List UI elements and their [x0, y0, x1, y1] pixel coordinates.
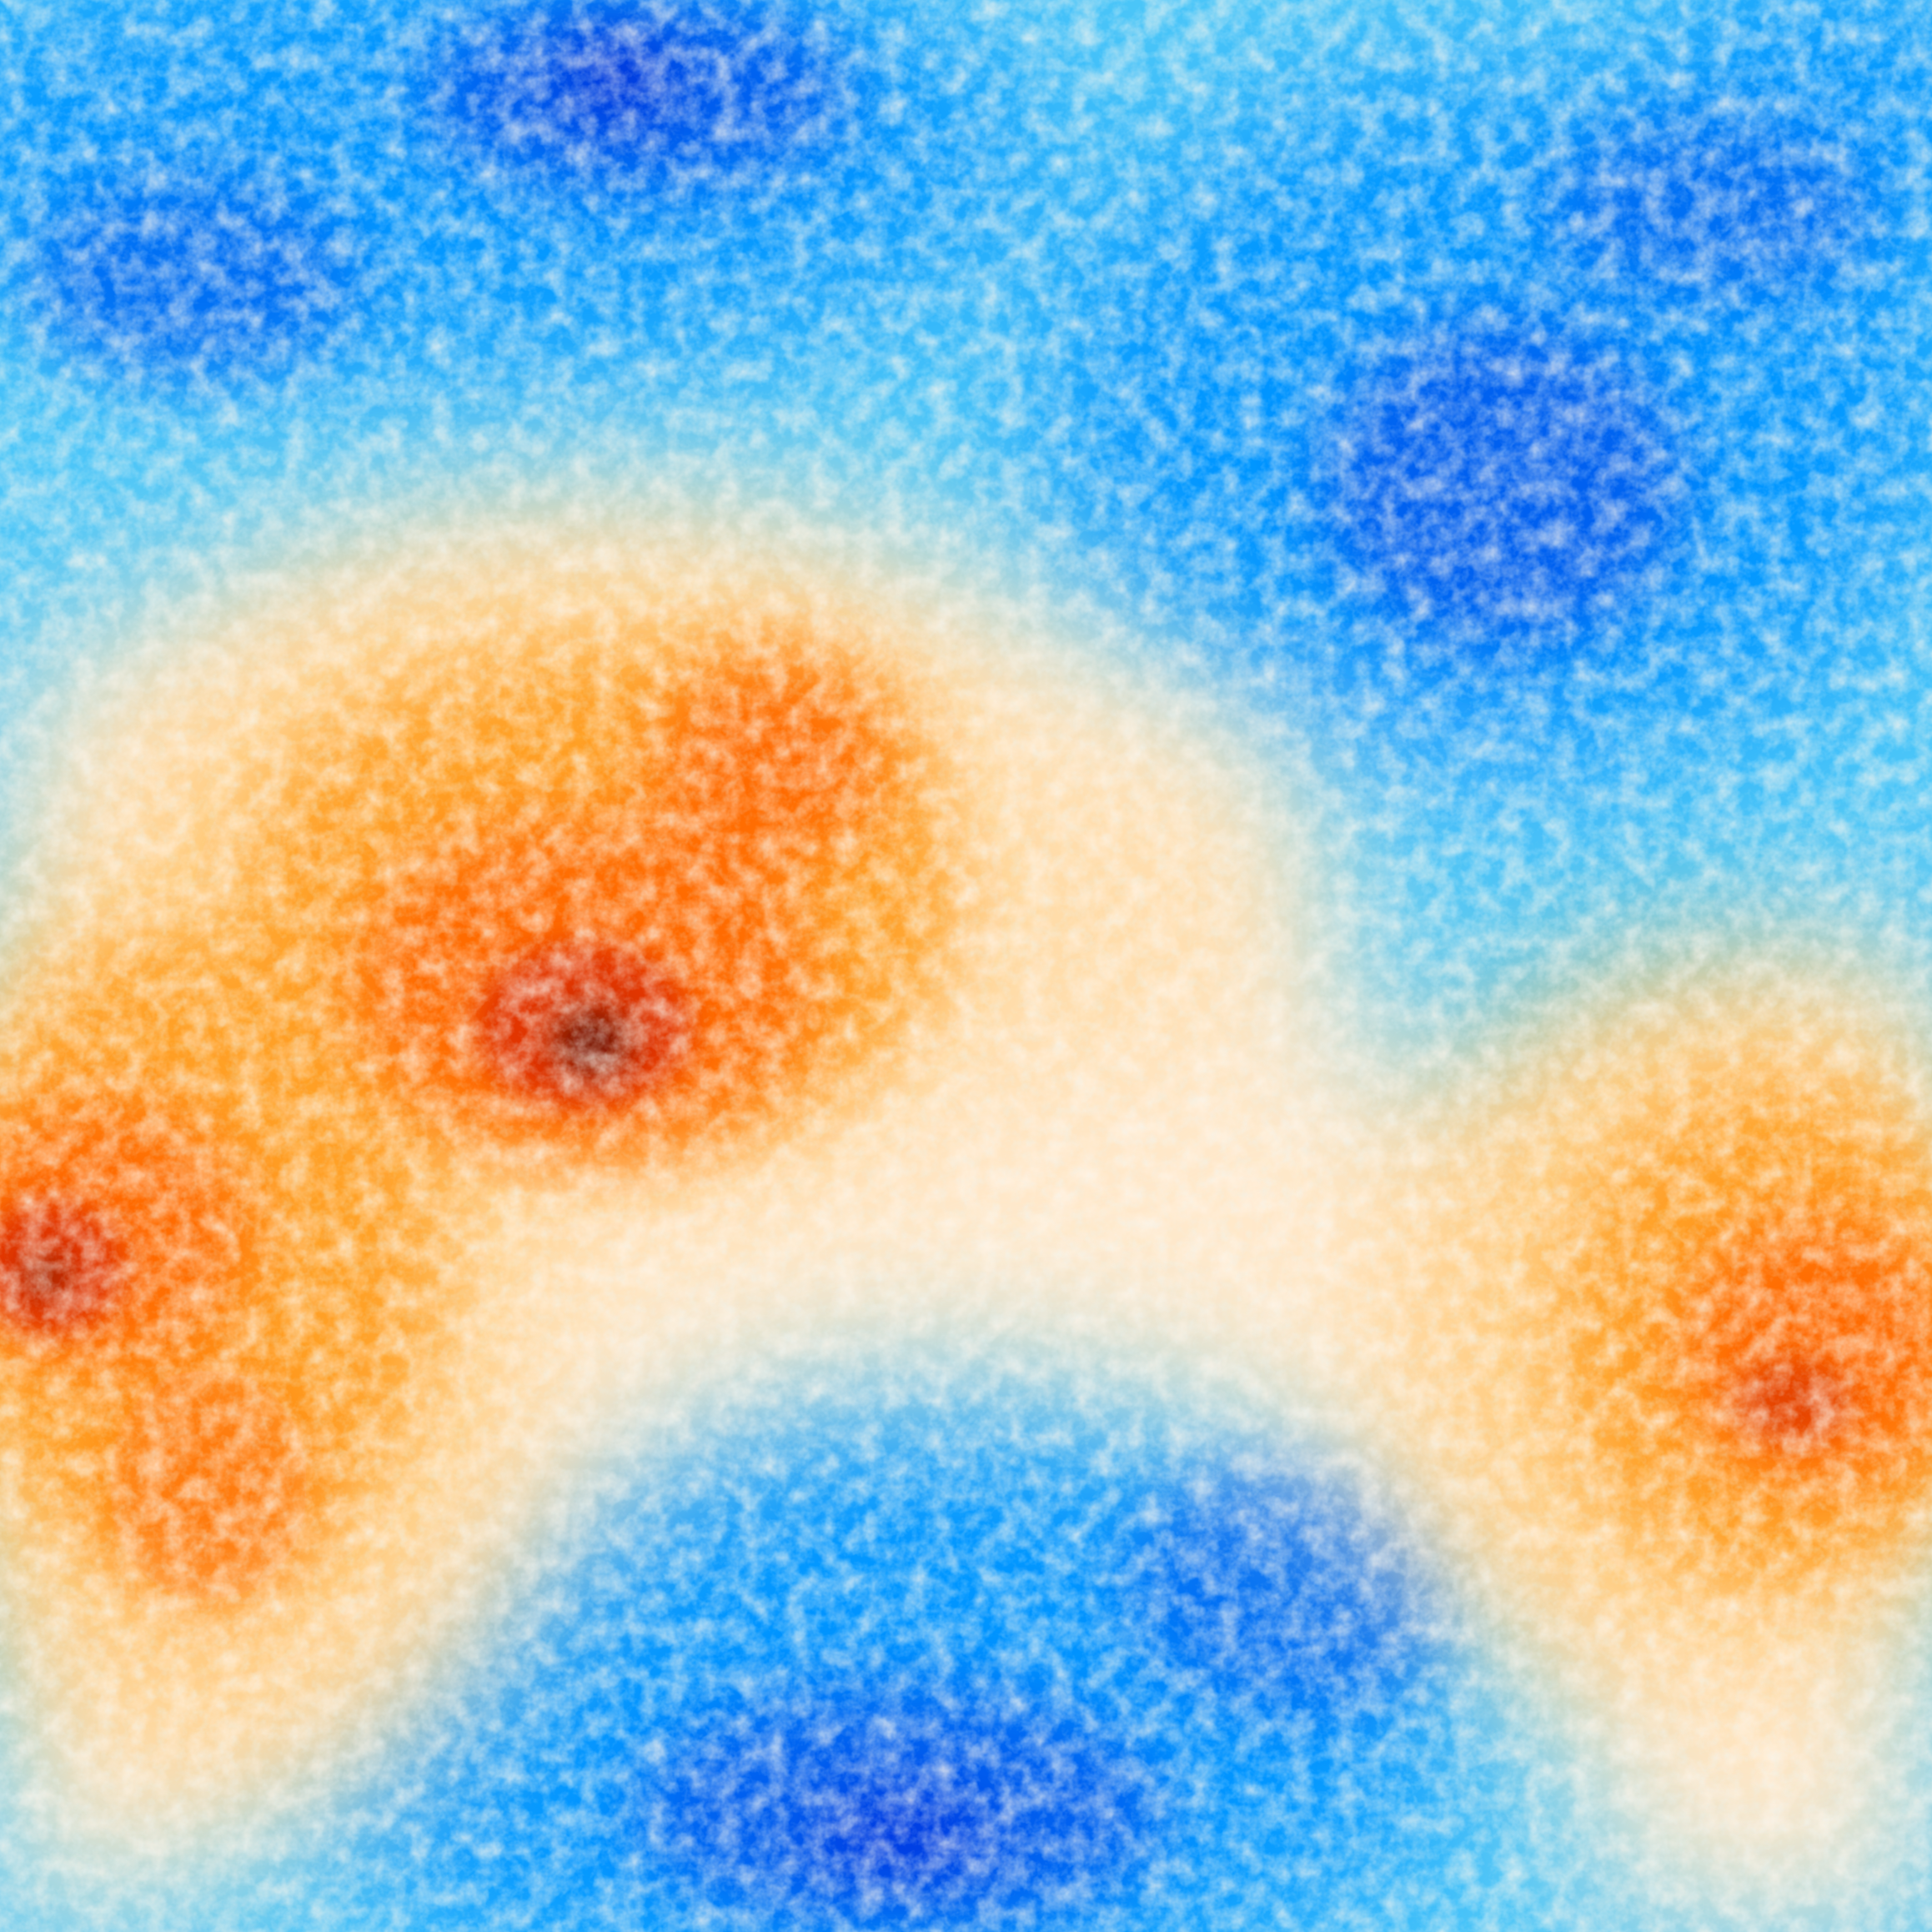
heatmap-canvas	[0, 0, 1932, 1932]
speckle-overlay	[0, 0, 1932, 1932]
cmb-style-noise-map	[0, 0, 1932, 1932]
